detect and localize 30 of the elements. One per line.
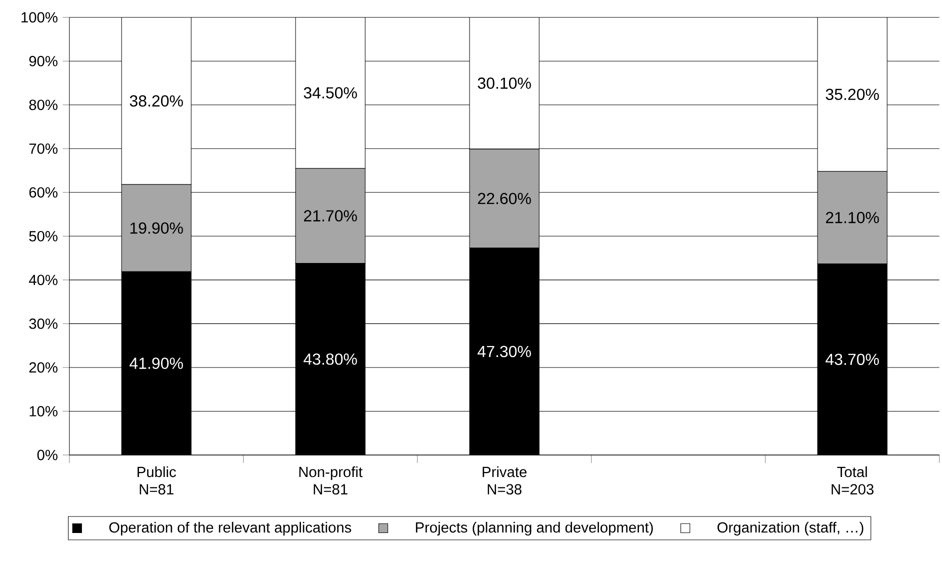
data-label: 19.90% bbox=[130, 222, 183, 234]
legend-label: Organization (staff, …) bbox=[718, 522, 864, 536]
y-tick-label: 0% bbox=[37, 450, 58, 460]
data-label: 43.80% bbox=[304, 353, 357, 365]
legend-label: Operation of the relevant applications bbox=[109, 522, 352, 536]
x-tick-label: Non-profit N=81 bbox=[299, 466, 362, 494]
x-tick-label: Total N=203 bbox=[832, 466, 874, 494]
y-tick-label: 40% bbox=[28, 274, 58, 285]
y-tick-label: 80% bbox=[29, 99, 58, 110]
legend-label: Projects (planning and development) bbox=[416, 522, 653, 536]
y-tick-label: 30% bbox=[29, 318, 58, 329]
data-label: 43.70% bbox=[826, 354, 879, 365]
data-label: 30.10% bbox=[478, 77, 531, 89]
data-label: 22.60% bbox=[478, 192, 531, 204]
data-label: 38.20% bbox=[130, 95, 183, 106]
data-label: 21.70% bbox=[304, 210, 357, 222]
y-tick-label: 20% bbox=[29, 362, 58, 372]
data-label: 41.90% bbox=[130, 357, 183, 369]
data-label: 35.20% bbox=[826, 88, 879, 100]
y-tick-label: 90% bbox=[29, 56, 58, 66]
data-label: 47.30% bbox=[478, 346, 531, 357]
y-tick-label: 10% bbox=[30, 406, 58, 416]
x-tick-label: Private N=38 bbox=[482, 466, 527, 494]
y-tick-label: 70% bbox=[29, 143, 58, 154]
data-label: 34.50% bbox=[304, 86, 357, 98]
y-tick-label: 100% bbox=[22, 12, 58, 22]
data-label: 21.10% bbox=[826, 212, 879, 224]
y-tick-label: 50% bbox=[29, 230, 58, 242]
x-tick-label: Public N=81 bbox=[138, 466, 176, 494]
y-tick-label: 60% bbox=[29, 187, 58, 198]
